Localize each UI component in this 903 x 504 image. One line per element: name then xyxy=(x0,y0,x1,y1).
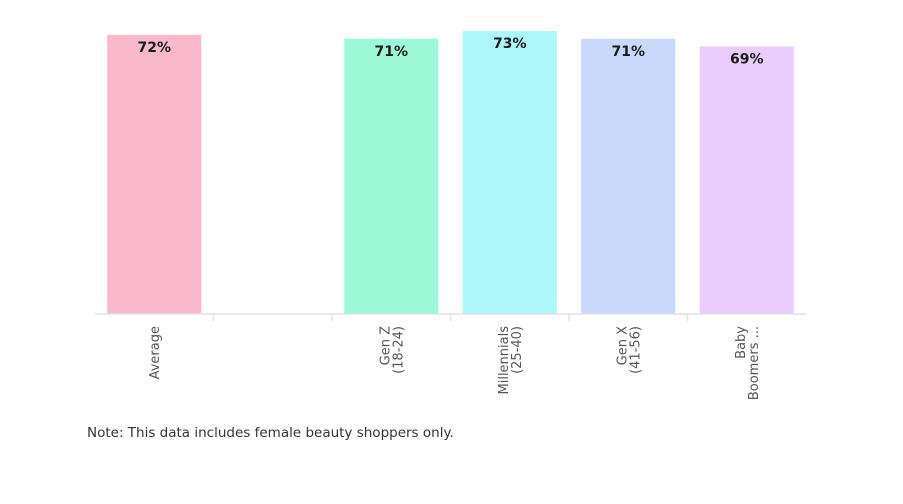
bar-value-label: 71% xyxy=(374,44,408,60)
bar[interactable] xyxy=(699,46,794,315)
x-tick-label-line: Boomers ... xyxy=(747,326,762,400)
x-tick-label-line: Millennials xyxy=(497,326,512,395)
bar-value-label: 73% xyxy=(493,36,527,52)
x-tick-label-line: Average xyxy=(148,326,163,379)
x-tick-label-line: Gen X xyxy=(615,326,630,365)
x-tick-label: Millennials(25-40) xyxy=(497,326,525,395)
x-tick-label-line: (25-40) xyxy=(510,326,525,374)
x-tick-label-line: Gen Z xyxy=(378,326,393,365)
bar-value-label: 71% xyxy=(611,44,645,60)
bar-value-label: 69% xyxy=(730,52,764,68)
bar[interactable] xyxy=(462,31,557,314)
x-tick-label: Gen X(41-56) xyxy=(615,326,643,374)
x-tick-label: Average xyxy=(148,326,163,379)
chart-note: Note: This data includes female beauty s… xyxy=(87,425,454,441)
bar[interactable] xyxy=(344,38,439,315)
bar-value-label: 72% xyxy=(137,40,171,56)
x-tick-label-line: Baby xyxy=(734,326,749,359)
x-tick-label: BabyBoomers ... xyxy=(734,326,762,400)
bar[interactable] xyxy=(581,38,676,315)
x-axis-ticks xyxy=(212,314,689,321)
x-tick-label-line: (41-56) xyxy=(628,326,643,374)
bars-group: 72% 71% 73% 71% 69% xyxy=(107,31,794,315)
x-tick-label: Gen Z(18-24) xyxy=(378,326,406,374)
bar[interactable] xyxy=(107,34,202,315)
bar-chart: 72% 71% 73% 71% 69% Average Gen Z(18-24) Mille… xyxy=(95,31,806,400)
x-tick-label-line: (18-24) xyxy=(391,326,406,374)
x-axis-labels: Average Gen Z(18-24) Millennials(25-40) Gen… xyxy=(148,326,762,400)
